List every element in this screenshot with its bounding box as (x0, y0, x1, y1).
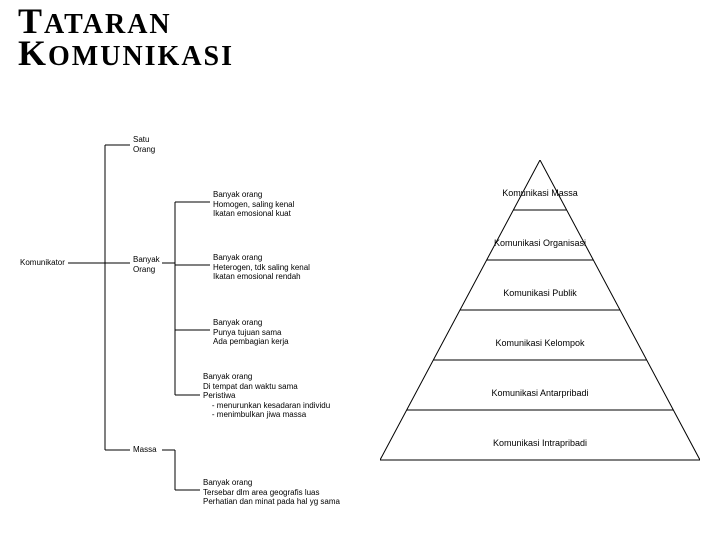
root-label: Komunikator (20, 258, 65, 268)
pyr-label-2: Komunikasi Publik (380, 288, 700, 298)
branch-mid: Banyak Orang (133, 255, 160, 274)
branch-bottom: Massa (133, 445, 157, 455)
leaf-b1: Banyak orang Homogen, saling kenal Ikata… (213, 190, 294, 219)
branch-top: Satu Orang (133, 135, 155, 154)
leaf-b2: Banyak orang Heterogen, tdk saling kenal… (213, 253, 310, 282)
pyr-label-5: Komunikasi Intrapribadi (380, 438, 700, 448)
leaf-b5: Banyak orang Tersebar dlm area geografis… (203, 478, 340, 507)
pyr-label-4: Komunikasi Antarpribadi (380, 388, 700, 398)
pyr-label-1: Komunikasi Organisasi (380, 238, 700, 248)
leaf-b3: Banyak orang Punya tujuan sama Ada pemba… (213, 318, 289, 347)
leaf-b4: Banyak orang Di tempat dan waktu sama Pe… (203, 372, 330, 420)
pyramid-shape (380, 160, 700, 480)
pyr-label-3: Komunikasi Kelompok (380, 338, 700, 348)
pyr-label-0: Komunikasi Massa (380, 188, 700, 198)
pyramid: Komunikasi Massa Komunikasi Organisasi K… (380, 160, 700, 480)
